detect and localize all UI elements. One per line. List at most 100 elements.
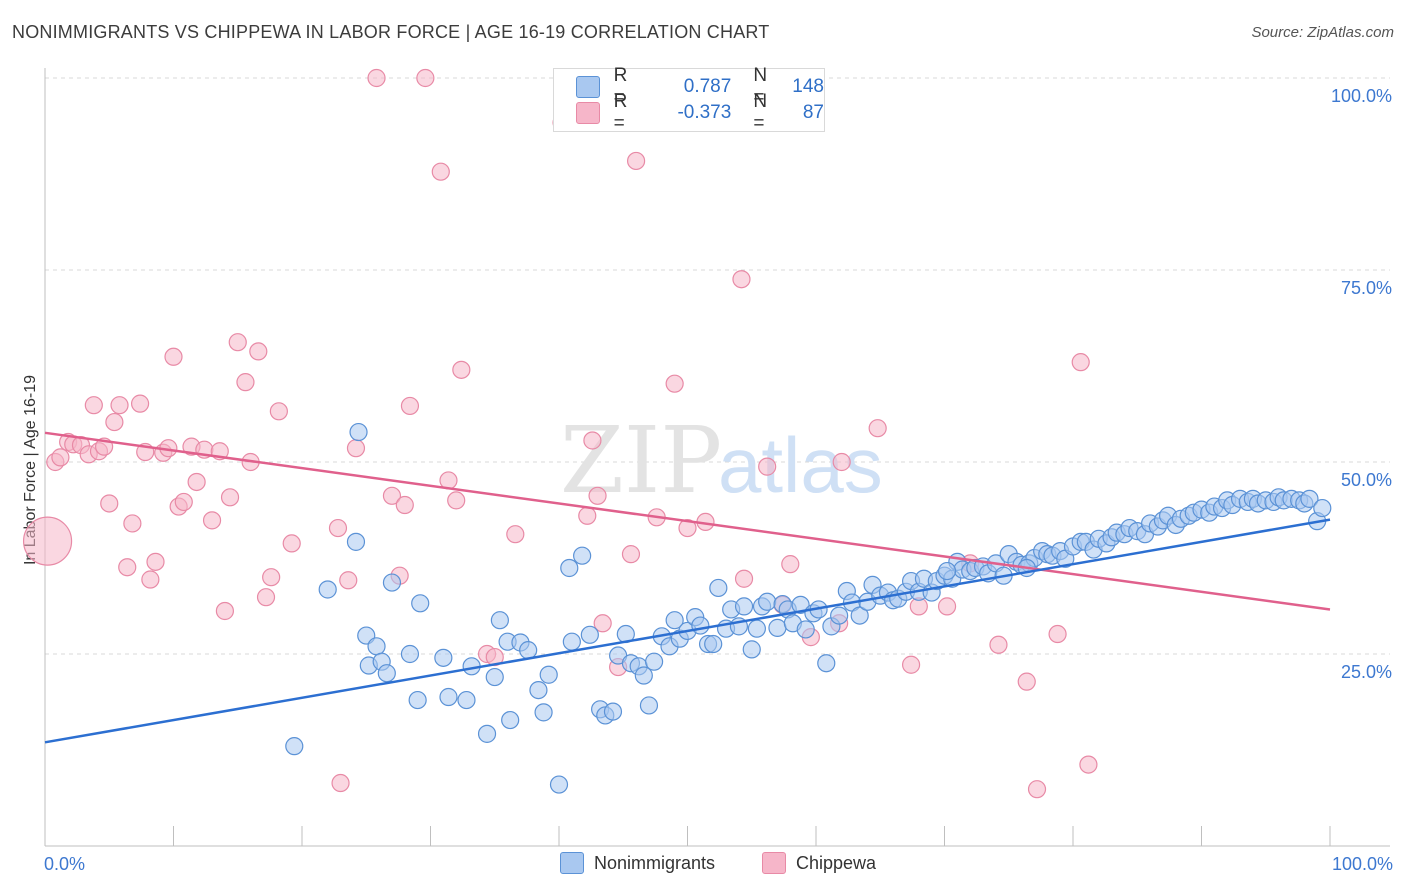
nonimmigrants-point <box>477 724 497 743</box>
nonimmigrants-point <box>758 592 777 611</box>
chippewa-point <box>282 534 301 553</box>
legend-r-label: R = <box>613 65 628 108</box>
chippewa-point <box>395 495 414 515</box>
bottom-legend-nonimmigrants: Nonimmigrants <box>560 852 715 874</box>
nonimmigrants-point <box>560 558 579 578</box>
chippewa-point <box>989 635 1008 654</box>
chippewa-point <box>130 394 150 413</box>
axes <box>44 68 1390 847</box>
chippewa-point <box>621 545 641 564</box>
legend-swatch-blue <box>576 76 600 98</box>
nonimmigrants-point <box>768 618 787 637</box>
y-tick-label: 25.0% <box>1341 662 1392 682</box>
nonimmigrants-point <box>644 652 664 671</box>
legend-n-label: N = <box>753 91 768 134</box>
chippewa-point <box>832 452 851 472</box>
nonimmigrants-point <box>411 594 430 613</box>
chippewa-point <box>901 655 921 674</box>
nonimmigrants-point <box>850 606 869 625</box>
chart-title: NONIMMIGRANTS VS CHIPPEWA IN LABOR FORCE… <box>12 22 770 42</box>
nonimmigrants-points <box>285 422 1332 794</box>
chippewa-point <box>22 516 73 566</box>
legend-row-nonimmigrants: R = 0.787 N = 148 <box>576 65 824 108</box>
nonimmigrants-point <box>791 595 810 614</box>
nonimmigrants-point <box>485 667 504 687</box>
chippewa-point <box>781 555 800 574</box>
watermark-atlas: atlas <box>718 421 883 509</box>
nonimmigrants-point <box>603 702 623 721</box>
nonimmigrants-point <box>734 597 754 616</box>
y-tick-label: 75.0% <box>1341 278 1392 298</box>
bottom-legend-label: Nonimmigrants <box>594 852 716 873</box>
nonimmigrants-point <box>539 665 558 684</box>
chippewa-point <box>236 373 255 392</box>
legend-n-value: 87 <box>802 102 824 123</box>
chippewa-point <box>228 333 247 352</box>
nonimmigrants-trend-line <box>44 518 1331 744</box>
nonimmigrants-point <box>580 625 599 644</box>
chippewa-point <box>339 571 358 590</box>
chippewa-point <box>937 597 957 616</box>
chippewa-point <box>416 68 435 88</box>
chippewa-point <box>110 396 129 415</box>
chippewa-point <box>626 151 646 171</box>
nonimmigrants-point <box>639 696 659 715</box>
nonimmigrants-point <box>434 648 453 667</box>
chippewa-point <box>146 552 165 571</box>
chippewa-point <box>452 360 471 379</box>
chippewa-point <box>187 472 206 492</box>
nonimmigrants-point <box>634 666 653 685</box>
chippewa-point <box>1017 672 1036 691</box>
chippewa-point <box>141 570 160 589</box>
grid-lines <box>45 77 1390 655</box>
chippewa-point <box>732 270 751 289</box>
nonimmigrants-point <box>549 775 569 794</box>
chippewa-point <box>118 558 137 577</box>
source-label: Source: ZipAtlas.com <box>1251 24 1394 41</box>
bottom-legend-swatch-blue <box>560 852 584 874</box>
x-tick-label-end: 100.0% <box>1332 854 1393 874</box>
nonimmigrants-point <box>439 687 458 707</box>
chippewa-point <box>202 511 222 530</box>
nonimmigrants-point <box>408 690 427 710</box>
chippewa-point <box>100 494 119 513</box>
legend-r-label: R = <box>613 91 628 134</box>
chippewa-point <box>164 347 183 366</box>
nonimmigrants-point <box>562 632 581 651</box>
chippewa-point <box>382 486 402 505</box>
bottom-legend-label: Chippewa <box>796 852 877 873</box>
nonimmigrants-point <box>817 654 836 673</box>
tick-labels: 25.0% 50.0% 75.0% 100.0% 0.0% 100.0% <box>44 86 1393 874</box>
chippewa-point <box>734 569 754 588</box>
watermark: ZIP atlas <box>560 407 883 514</box>
nonimmigrants-point <box>747 619 766 638</box>
legend-swatch-pink <box>576 102 600 124</box>
legend-r-value: -0.373 <box>677 102 732 123</box>
chippewa-point <box>331 773 350 793</box>
chippewa-point <box>578 506 597 525</box>
chippewa-point <box>1027 780 1047 799</box>
chippewa-point <box>506 525 525 544</box>
nonimmigrants-point <box>367 637 386 656</box>
chippewa-point <box>215 601 234 621</box>
nonimmigrants-point <box>501 710 520 730</box>
nonimmigrants-point <box>830 606 849 625</box>
chippewa-point <box>367 68 386 88</box>
chippewa-point <box>1048 624 1067 644</box>
nonimmigrants-point <box>534 703 553 722</box>
nonimmigrants-point <box>704 634 723 654</box>
chippewa-point <box>346 439 366 458</box>
legend-r-value: 0.787 <box>683 76 732 97</box>
chippewa-point <box>256 588 276 607</box>
nonimmigrants-point <box>691 616 710 635</box>
legend-n-value: 148 <box>792 76 824 97</box>
chippewa-point <box>269 402 288 421</box>
nonimmigrants-point <box>937 561 957 581</box>
chippewa-point <box>1079 755 1098 774</box>
chippewa-point <box>174 492 193 512</box>
nonimmigrants-point <box>1313 498 1332 518</box>
chippewa-trend-line <box>44 431 1331 611</box>
nonimmigrants-point <box>346 532 366 551</box>
chippewa-points <box>22 68 1098 799</box>
